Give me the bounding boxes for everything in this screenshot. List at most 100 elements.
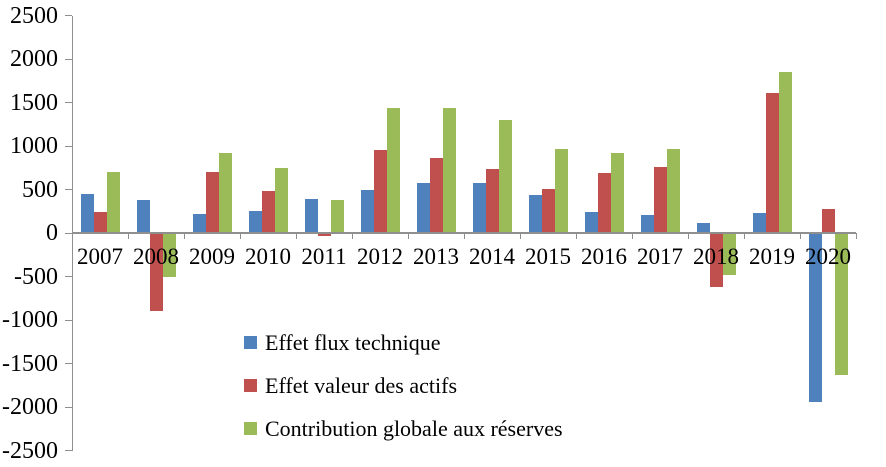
bar-2011-series2 — [317, 233, 331, 236]
bar-2014-series2 — [485, 169, 499, 233]
bar-2019-series2 — [765, 92, 779, 233]
legend-label: Contribution globale aux réserves — [265, 415, 563, 441]
bar-2007-series3 — [106, 172, 120, 233]
bar-2014-series3 — [498, 119, 512, 233]
bar-2015-series1 — [528, 194, 542, 233]
bar-2012-series1 — [360, 189, 374, 233]
y-axis-tick-label: 0 — [46, 220, 58, 246]
bar-2013-series3 — [442, 107, 456, 233]
legend-swatch-icon — [244, 422, 257, 435]
bar-2020-series1 — [808, 233, 822, 402]
y-axis-tick — [65, 319, 72, 321]
bar-2012-series2 — [373, 150, 387, 233]
bar-2013-series2 — [429, 158, 443, 233]
bar-2015-series3 — [554, 149, 568, 233]
y-axis-tick-label: 500 — [22, 176, 58, 203]
x-axis-tick — [296, 233, 297, 239]
x-axis-category-label: 2020 — [805, 244, 851, 269]
y-axis-tick — [65, 450, 72, 451]
x-axis-tick — [576, 233, 577, 239]
bar-2007-series1 — [80, 193, 94, 233]
x-axis-category-label: 2009 — [189, 244, 235, 269]
x-axis-tick — [240, 233, 241, 239]
bar-2019-series3 — [778, 72, 792, 233]
bar-2013-series1 — [416, 183, 430, 233]
y-axis-tick-label: -2000 — [2, 394, 58, 420]
y-axis-tick-label: 2500 — [10, 2, 58, 29]
bar-2011-series1 — [304, 199, 318, 233]
x-axis-category-label: 2008 — [133, 244, 179, 269]
bar-2011-series3 — [330, 199, 344, 233]
x-axis-tick — [72, 233, 73, 239]
legend-label: Effet valeur des actifs — [265, 372, 458, 398]
y-axis-tick — [65, 363, 72, 364]
bar-2008-series3 — [162, 233, 176, 277]
bar-2020-series2 — [821, 208, 835, 233]
x-axis-line — [72, 232, 856, 234]
bar-2015-series2 — [541, 188, 555, 233]
x-axis-tick — [128, 233, 129, 239]
x-axis-tick — [520, 233, 521, 239]
bar-2017-series3 — [666, 148, 680, 233]
y-axis-tick-label: -2500 — [2, 437, 58, 464]
bar-2010-series1 — [248, 211, 262, 233]
bar-2018-series3 — [722, 233, 736, 275]
y-axis-tick-label: -1000 — [2, 307, 58, 333]
y-axis-tick — [65, 58, 72, 60]
legend-item: Effet flux technique — [244, 330, 563, 355]
y-axis-tick — [65, 232, 72, 234]
legend-swatch-icon — [244, 336, 257, 349]
x-axis-category-label: 2013 — [413, 244, 459, 269]
x-axis-tick — [688, 233, 689, 239]
x-axis-category-label: 2015 — [525, 244, 571, 269]
x-axis-tick — [632, 233, 633, 239]
legend-label: Effet flux technique — [265, 329, 441, 355]
bar-2018-series2 — [709, 233, 723, 287]
y-axis-tick — [65, 406, 72, 408]
x-axis-category-label: 2014 — [469, 244, 515, 269]
x-axis-category-label: 2019 — [749, 244, 795, 269]
bar-2009-series1 — [192, 213, 206, 233]
bar-2014-series1 — [472, 183, 486, 233]
y-axis-tick — [65, 15, 72, 16]
x-axis-category-label: 2017 — [637, 244, 683, 269]
bar-2009-series2 — [205, 172, 219, 233]
x-axis-tick — [464, 233, 465, 239]
bar-2018-series1 — [696, 222, 710, 233]
bar-2010-series2 — [261, 191, 275, 233]
x-axis-tick — [352, 233, 353, 239]
bar-2010-series3 — [274, 167, 288, 233]
bar-2012-series3 — [386, 107, 400, 233]
bar-2008-series1 — [136, 199, 150, 233]
legend: Effet flux technique Effet valeur des act… — [244, 330, 563, 459]
bar-2017-series2 — [653, 166, 667, 233]
legend-item: Contribution globale aux réserves — [244, 416, 563, 441]
x-axis-category-label: 2018 — [693, 244, 739, 269]
x-axis-tick — [744, 233, 745, 239]
x-axis-category-label: 2007 — [77, 244, 123, 269]
x-axis-category-label: 2012 — [357, 244, 403, 269]
y-axis-tick-label: -500 — [14, 263, 58, 290]
legend-swatch-icon — [244, 379, 257, 392]
bar-2016-series2 — [597, 172, 611, 233]
y-axis-tick — [65, 189, 72, 190]
bar-2016-series1 — [584, 212, 598, 233]
legend-item: Effet valeur des actifs — [244, 373, 563, 398]
bar-2020-series3 — [834, 233, 848, 375]
bar-2009-series3 — [218, 152, 232, 233]
y-axis-tick-label: 2000 — [10, 46, 58, 72]
bar-2016-series3 — [610, 152, 624, 233]
bar-2017-series1 — [640, 214, 654, 233]
y-axis-tick-label: -1500 — [2, 350, 58, 377]
bar-2007-series2 — [93, 212, 107, 233]
x-axis-tick — [800, 233, 801, 239]
x-axis-tick — [856, 233, 857, 239]
bar-2019-series1 — [752, 212, 766, 233]
y-axis-tick — [65, 102, 72, 103]
y-axis-tick — [65, 145, 72, 147]
x-axis-tick — [408, 233, 409, 239]
x-axis-category-label: 2010 — [245, 244, 291, 269]
y-axis-tick-label: 1000 — [10, 133, 58, 159]
y-axis-tick-label: 1500 — [10, 89, 58, 116]
